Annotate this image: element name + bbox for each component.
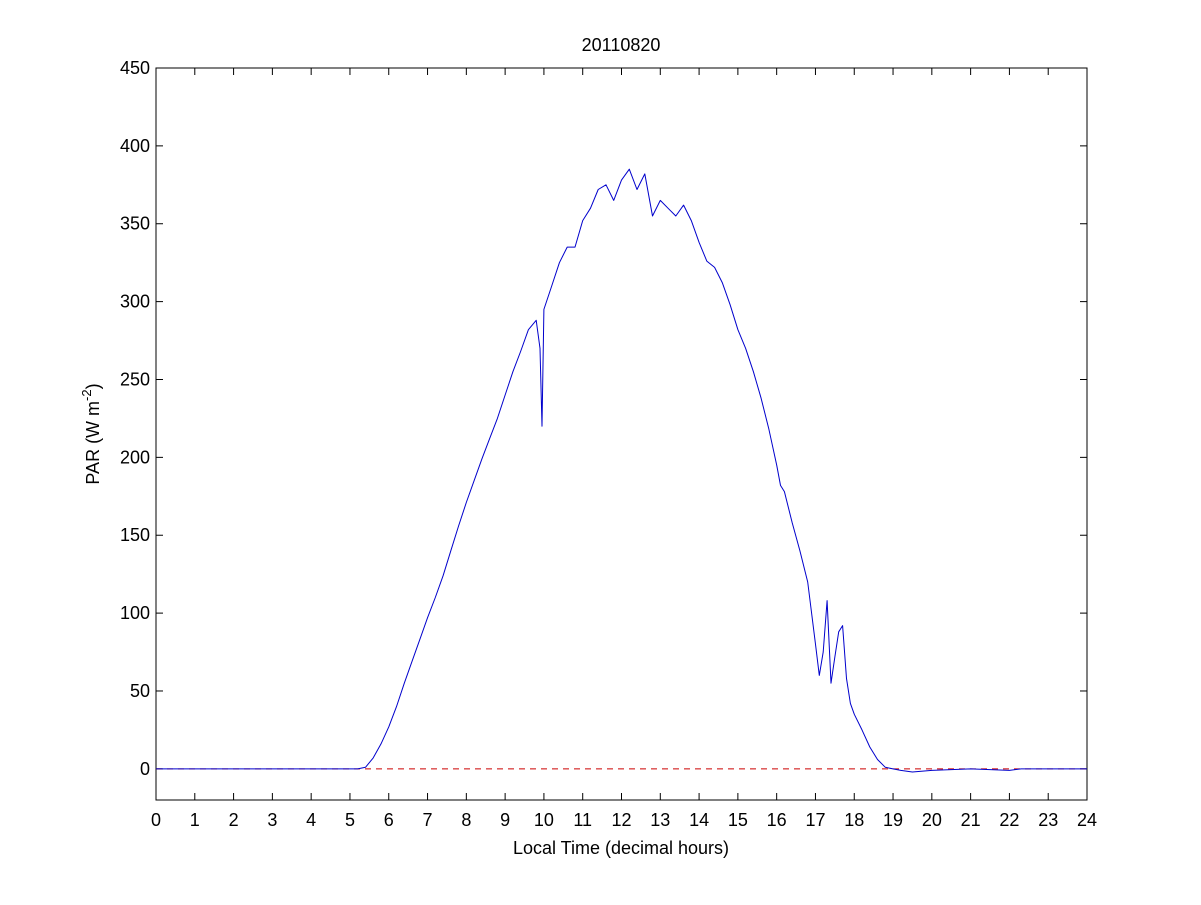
y-tick-label: 50 — [130, 681, 150, 701]
x-tick-label: 14 — [689, 810, 709, 830]
x-tick-label: 0 — [151, 810, 161, 830]
y-tick-label: 150 — [120, 525, 150, 545]
x-tick-label: 4 — [306, 810, 316, 830]
x-tick-label: 18 — [844, 810, 864, 830]
y-tick-label: 450 — [120, 58, 150, 78]
y-axis-label: PAR (W m-2) — [79, 383, 103, 484]
par-series-line — [156, 168, 1087, 773]
x-tick-labels: 0 1 2 3 4 5 6 7 8 9 10 11 12 13 14 15 16 17 18 19 20 21 22 23 24 — [151, 810, 1097, 830]
x-tick-label: 15 — [728, 810, 748, 830]
x-tick-label: 9 — [500, 810, 510, 830]
chart-title: 20110820 — [582, 35, 661, 55]
x-tick-label: 6 — [384, 810, 394, 830]
x-tick-label: 16 — [767, 810, 787, 830]
x-tick-label: 17 — [805, 810, 825, 830]
series-layer — [156, 168, 1087, 773]
x-tick-label: 19 — [883, 810, 903, 830]
y-tick-label: 100 — [120, 603, 150, 623]
x-tick-label: 11 — [573, 810, 592, 830]
x-tick-label: 21 — [961, 810, 981, 830]
x-tick-label: 20 — [922, 810, 942, 830]
x-tick-label: 2 — [229, 810, 239, 830]
x-tick-label: 24 — [1077, 810, 1097, 830]
y-axis-label-main: PAR (W m — [83, 401, 103, 485]
x-tick-label: 8 — [461, 810, 471, 830]
y-tick-label: 400 — [120, 136, 150, 156]
y-tick-label: 350 — [120, 214, 150, 234]
y-tick-label: 200 — [120, 447, 150, 467]
x-tick-label: 23 — [1038, 810, 1058, 830]
y-tick-label: 300 — [120, 292, 150, 312]
x-tick-label: 10 — [534, 810, 554, 830]
y-axis-label-close: ) — [83, 383, 103, 389]
tick-marks — [155, 67, 1088, 800]
y-tick-label: 0 — [140, 759, 150, 779]
x-axis-label: Local Time (decimal hours) — [513, 838, 729, 858]
x-tick-label: 7 — [423, 810, 433, 830]
x-tick-label: 22 — [999, 810, 1019, 830]
y-tick-labels: 0 50 100 150 200 250 300 350 400 450 — [120, 58, 150, 779]
x-tick-label: 13 — [650, 810, 670, 830]
x-tick-label: 3 — [267, 810, 277, 830]
y-tick-label: 250 — [120, 369, 150, 389]
x-tick-label: 12 — [611, 810, 631, 830]
plot-area — [155, 67, 1088, 801]
y-axis-label-superscript: -2 — [79, 389, 94, 401]
x-tick-label: 5 — [345, 810, 355, 830]
x-tick-label: 1 — [190, 810, 200, 830]
